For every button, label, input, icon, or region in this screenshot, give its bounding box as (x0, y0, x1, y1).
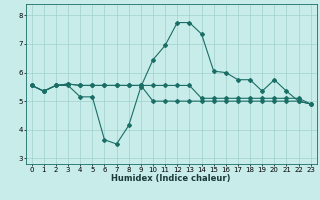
X-axis label: Humidex (Indice chaleur): Humidex (Indice chaleur) (111, 174, 231, 183)
